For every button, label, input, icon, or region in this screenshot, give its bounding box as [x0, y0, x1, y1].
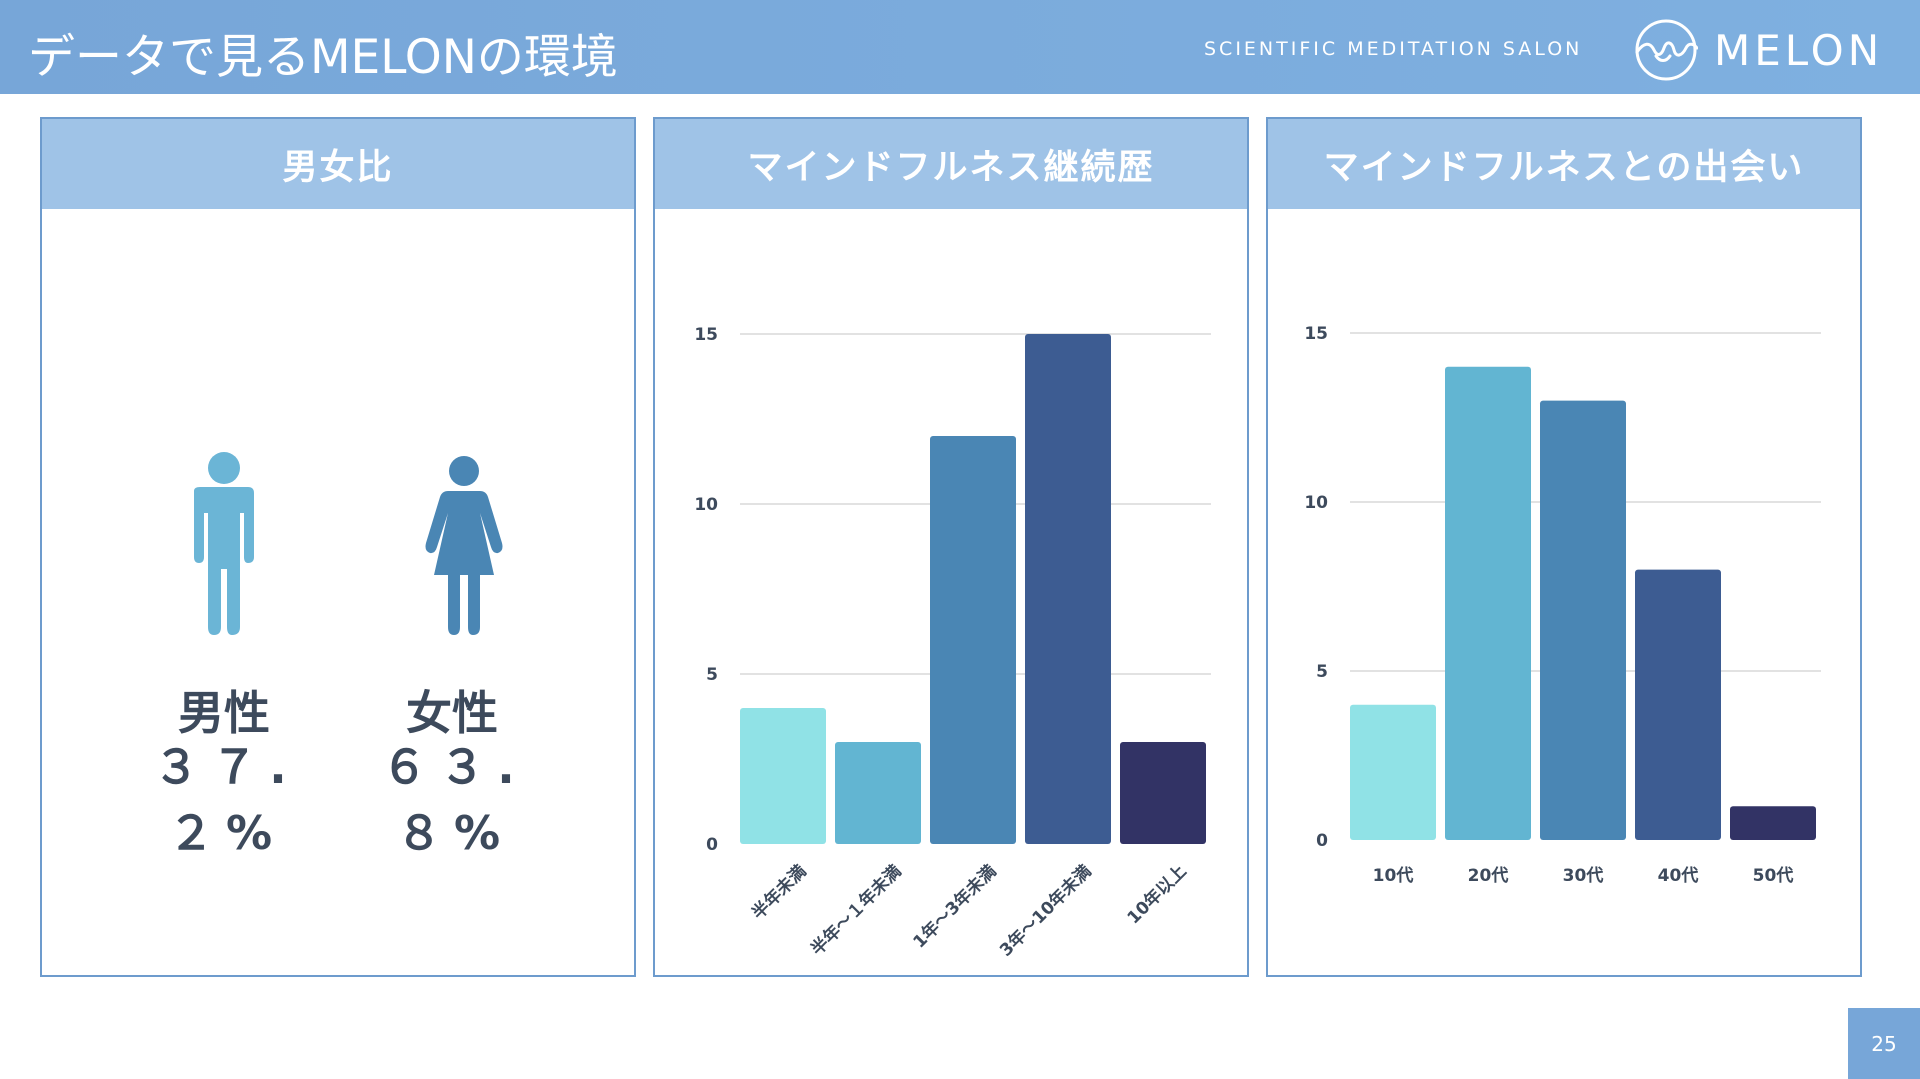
- age-bar-chart: 0 5 10 15 10代 20代 30代 40代 50代: [1304, 324, 1821, 886]
- female-percentage: ６３.８%: [381, 740, 527, 860]
- y-tick-label: 15: [694, 325, 718, 345]
- x-category-label: 40代: [1658, 865, 1699, 886]
- bar-2: [930, 436, 1016, 844]
- x-category-label: 50代: [1753, 865, 1794, 886]
- bar-3: [1635, 569, 1721, 840]
- encounter-panel: マインドフルネスとの出会い 0 5 10 15 10代 20代 30代 40代 50代: [1266, 117, 1862, 977]
- duration-panel: マインドフルネス継続歴 0 5 10 15 半年未満 半年〜１年未満 1年〜3年未満 3年〜1…: [653, 117, 1249, 977]
- y-tick-label: 5: [1316, 662, 1328, 682]
- x-category-label: 3年〜10年未満: [995, 861, 1095, 961]
- y-tick-label: 5: [706, 665, 718, 685]
- x-category-label: 1年〜3年未満: [909, 861, 1001, 953]
- y-tick-label: 15: [1304, 324, 1328, 344]
- duration-panel-title: マインドフルネス継続歴: [655, 119, 1247, 209]
- y-tick-label: 10: [1304, 493, 1328, 513]
- x-category-label: 20代: [1468, 865, 1509, 886]
- y-tick-label: 0: [706, 835, 718, 855]
- header-bar: データで見るMELONの環境 SCIENTIFIC MEDITATION SAL…: [0, 0, 1920, 94]
- logo-text: MELON: [1714, 26, 1884, 75]
- x-category-label: 30代: [1563, 865, 1604, 886]
- female-icon: [425, 456, 503, 635]
- encounter-panel-title: マインドフルネスとの出会い: [1268, 119, 1860, 209]
- gender-panel-title: 男女比: [42, 119, 634, 209]
- page-title: データで見るMELONの環境: [28, 30, 618, 85]
- male-label: 男性: [178, 686, 270, 740]
- female-label: 女性: [406, 686, 498, 740]
- bar-2: [1540, 400, 1626, 840]
- x-category-label: 半年未満: [748, 861, 811, 924]
- bar-3: [1025, 334, 1111, 844]
- male-percentage: ３７.２%: [153, 740, 299, 860]
- male-icon: [194, 452, 254, 635]
- bar-0: [740, 708, 826, 844]
- bar-4: [1730, 806, 1816, 840]
- page-number: 25: [1848, 1008, 1920, 1079]
- x-category-label: 半年〜１年未満: [807, 861, 906, 960]
- gender-panel: 男女比 男性 ３７.２% 女性 ６３.８%: [40, 117, 636, 977]
- bar-1: [1445, 366, 1531, 840]
- bar-1: [835, 742, 921, 844]
- y-tick-label: 10: [694, 495, 718, 515]
- y-tick-label: 0: [1316, 831, 1328, 851]
- bar-0: [1350, 704, 1436, 840]
- melon-logo-icon: [1635, 19, 1698, 81]
- x-category-label: 10代: [1373, 865, 1414, 886]
- x-category-label: 10年以上: [1123, 861, 1191, 929]
- tagline: SCIENTIFIC MEDITATION SALON: [1204, 38, 1583, 60]
- bar-4: [1120, 742, 1206, 844]
